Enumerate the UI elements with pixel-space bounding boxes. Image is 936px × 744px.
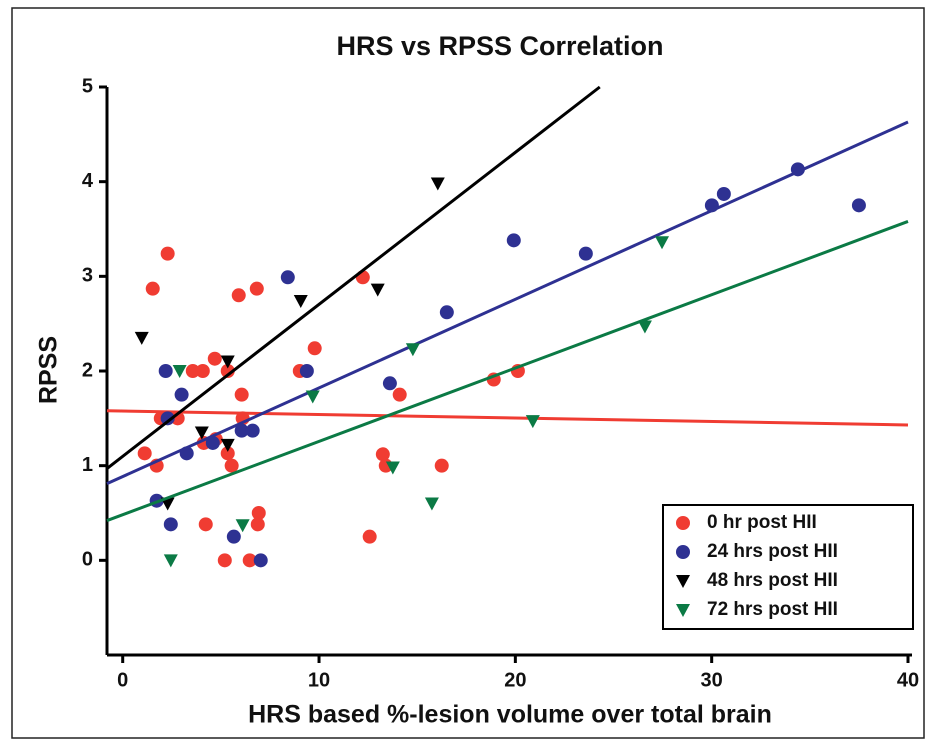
legend-label: 72 hrs post HII <box>707 599 838 620</box>
x-tick-label: 20 <box>504 669 526 691</box>
point <box>250 517 265 532</box>
point <box>235 519 250 533</box>
point <box>249 281 264 296</box>
point <box>145 281 160 296</box>
x-tick-label: 40 <box>897 669 919 691</box>
point <box>205 435 220 450</box>
point <box>234 423 249 438</box>
legend-marker <box>676 575 690 588</box>
point <box>224 458 239 473</box>
point <box>163 554 178 568</box>
y-tick-label: 2 <box>82 359 93 381</box>
point <box>251 506 266 520</box>
legend-label: 24 hrs post HII <box>707 541 838 562</box>
fit-line <box>106 120 909 486</box>
point <box>158 364 173 378</box>
legend-label: 0 hr post HII <box>707 512 817 533</box>
y-axis-label: RPSS <box>35 336 63 404</box>
fit-line <box>106 220 909 522</box>
point <box>375 447 390 462</box>
x-tick-label: 0 <box>117 669 128 691</box>
x-axis-label: HRS based %-lesion volume over total bra… <box>248 701 772 729</box>
y-tick-label: 3 <box>82 265 93 287</box>
point <box>362 529 377 544</box>
point <box>280 270 295 285</box>
legend-label: 48 hrs post HII <box>707 570 838 591</box>
point <box>525 415 540 429</box>
point <box>439 305 454 320</box>
legend-box <box>662 504 914 630</box>
point <box>172 365 187 378</box>
point <box>293 294 308 308</box>
point <box>655 236 670 250</box>
point <box>207 351 222 366</box>
legend-marker <box>676 604 690 617</box>
x-tick-label: 10 <box>308 669 330 691</box>
point <box>220 438 235 452</box>
point <box>234 387 249 402</box>
point <box>370 283 385 297</box>
point <box>220 446 235 461</box>
point <box>430 177 445 191</box>
y-tick-label: 1 <box>82 454 93 476</box>
point <box>382 376 397 391</box>
point <box>160 411 175 426</box>
point <box>231 288 246 303</box>
legend-marker <box>676 545 690 559</box>
point <box>134 331 149 345</box>
point <box>716 186 731 201</box>
point <box>851 198 866 213</box>
point <box>305 390 320 404</box>
point <box>578 246 593 261</box>
y-tick-label: 5 <box>82 75 93 97</box>
point <box>198 517 213 532</box>
point <box>185 364 200 378</box>
fit-line <box>106 85 601 470</box>
point <box>424 497 439 511</box>
x-tick-label: 30 <box>701 669 723 691</box>
legend-marker <box>676 516 690 530</box>
point <box>242 553 257 568</box>
point <box>179 446 194 461</box>
point <box>195 364 210 378</box>
point <box>307 341 322 356</box>
point <box>220 355 235 369</box>
point <box>299 364 314 378</box>
chart-title: HRS vs RPSS Correlation <box>336 31 663 61</box>
y-tick-label: 4 <box>82 170 94 192</box>
point <box>392 387 407 402</box>
point <box>637 320 652 334</box>
point <box>245 423 260 438</box>
point <box>137 446 152 461</box>
point <box>163 517 178 532</box>
point <box>434 458 449 473</box>
point <box>226 529 241 544</box>
y-tick-label: 0 <box>82 549 93 571</box>
point <box>194 426 209 440</box>
point <box>174 387 189 402</box>
fit-line <box>106 409 909 427</box>
point <box>704 198 719 213</box>
point <box>405 343 420 357</box>
point <box>160 246 175 261</box>
frame <box>11 7 925 739</box>
point <box>217 553 232 568</box>
point <box>253 553 268 568</box>
point <box>220 364 235 378</box>
point <box>385 461 400 475</box>
point <box>790 162 805 177</box>
point <box>506 233 521 248</box>
